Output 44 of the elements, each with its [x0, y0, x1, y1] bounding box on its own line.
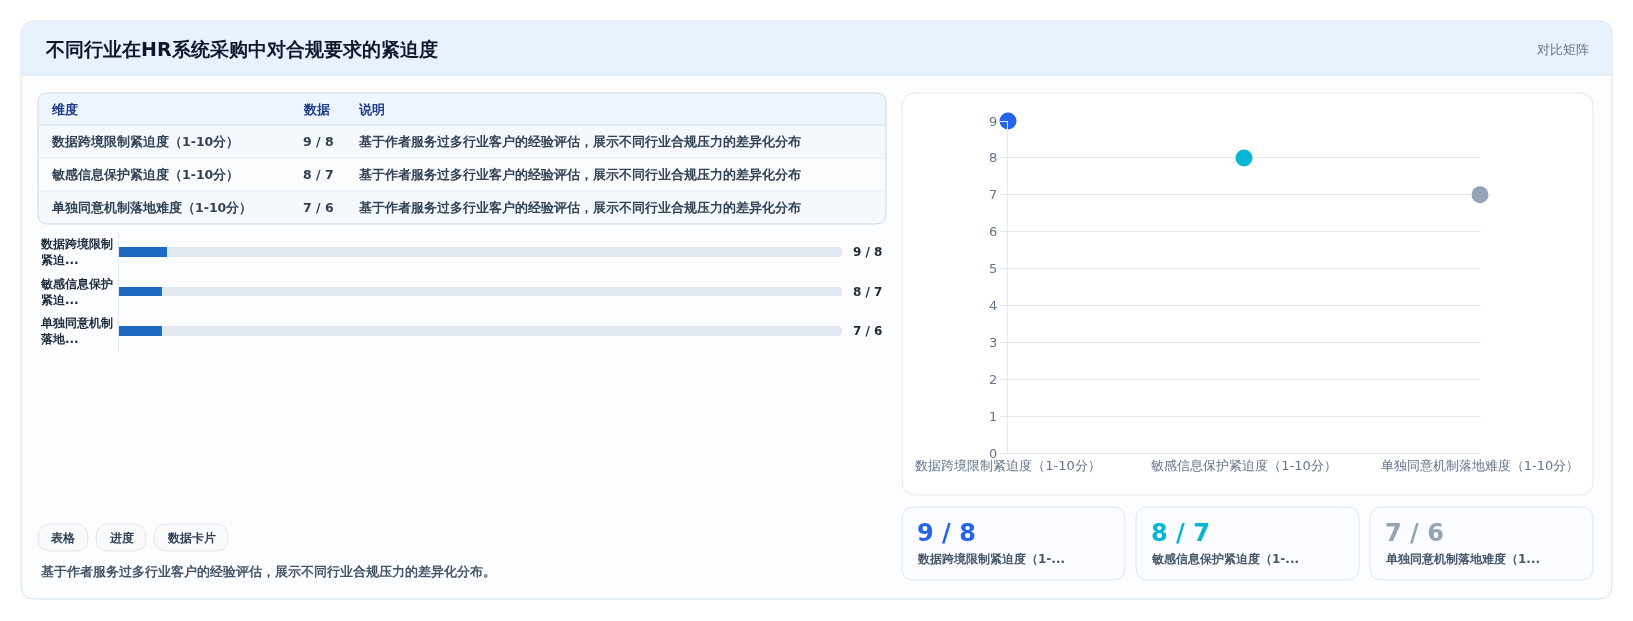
y-tick-label: 7 — [989, 187, 998, 203]
text: 9 / 8 — [917, 519, 976, 547]
text: 数据卡片 — [167, 531, 216, 545]
category-label: 单独同意机制落地难度（1... — [1385, 552, 1541, 566]
text: 对比矩阵 — [1537, 42, 1589, 57]
text: 8 / 7 — [303, 167, 334, 182]
text: 单独同意机制落地难度（1-10分） — [51, 200, 253, 215]
point — [1471, 186, 1489, 204]
text: 9 / 8 — [853, 245, 883, 259]
point — [999, 112, 1017, 130]
x-tick-label: 单独同意机制落地难度（1-10分） — [1380, 457, 1580, 473]
text: 数据跨境限制紧迫度（1-10分） — [51, 134, 240, 149]
y-tick-label: 6 — [989, 224, 998, 240]
text: 表格 — [50, 531, 76, 545]
x-tick-label: 敏感信息保护紧迫度（1-10分） — [1151, 457, 1337, 473]
category-label: 数据 — [303, 102, 330, 117]
text: 7 / 6 — [853, 324, 883, 338]
y-tick-label: 5 — [989, 261, 998, 277]
point — [1235, 149, 1253, 167]
text: 基于作者服务过多行业客户的经验评估，展示不同行业合规压力的差异化分布 — [358, 167, 801, 182]
text: 9 / 8 — [303, 134, 334, 149]
category-label: 说明 — [358, 102, 385, 117]
y-tick-label: 9 — [989, 113, 998, 129]
y-tick-label: 4 — [989, 297, 998, 313]
text: 8 / 7 — [1151, 519, 1210, 547]
y-tick-label: 单独同意机制落地... — [40, 316, 113, 346]
text: 基于作者服务过多行业客户的经验评估，展示不同行业合规压力的差异化分布 — [358, 200, 801, 215]
y-tick-label: 8 — [989, 150, 998, 166]
y-tick-label: 数据跨境限制紧迫... — [40, 237, 113, 267]
y-tick-label: 1 — [989, 408, 998, 424]
text: 进度 — [109, 531, 134, 545]
text: 8 / 7 — [853, 285, 883, 299]
y-tick-label: 敏感信息保护紧迫... — [40, 277, 113, 307]
y-tick-label: 3 — [989, 334, 998, 350]
text: 基于作者服务过多行业客户的经验评估，展示不同行业合规压力的差异化分布 — [358, 134, 801, 149]
category-label: 维度 — [51, 102, 78, 117]
category-label: 敏感信息保护紧迫度（1-... — [1151, 552, 1300, 566]
text: 基于作者服务过多行业客户的经验评估，展示不同行业合规压力的差异化分布。 — [40, 564, 496, 579]
category-label: 数据跨境限制紧迫度（1-... — [917, 552, 1066, 566]
text: 7 / 6 — [1385, 519, 1444, 547]
text: 不同行业在HR系统采购中对合规要求的紧迫度 — [45, 37, 438, 60]
y-tick-label: 2 — [989, 371, 998, 387]
text: 敏感信息保护紧迫度（1-10分） — [51, 167, 240, 182]
text: 7 / 6 — [303, 200, 334, 215]
